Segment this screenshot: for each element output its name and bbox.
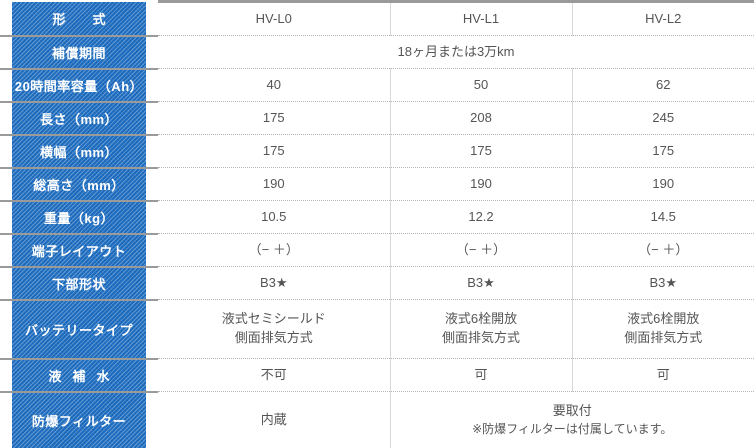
cell-capacity-l1: 50	[389, 68, 572, 102]
cell-length-l2: 245	[571, 101, 754, 135]
cell-height-l1: 190	[389, 167, 572, 201]
row-label-weight: 重量（kg）	[0, 199, 158, 234]
row-label-width: 横幅（mm）	[0, 133, 158, 168]
row-label-model: 形 式	[0, 1, 158, 36]
table-row: 長さ（mm） 175 208 245	[0, 100, 754, 135]
row-label-water-refill: 液補水	[0, 357, 158, 392]
table-row: バッテリータイプ 液式セミシールド 側面排気方式 液式6栓開放 側面排気方式 液…	[0, 298, 754, 359]
row-label-warranty-period: 補償期間	[0, 34, 158, 69]
table-row: 補償期間 18ヶ月または3万km	[0, 34, 754, 69]
cell-battery-type-l2: 液式6栓開放 側面排気方式	[571, 299, 754, 359]
row-label-bottom-shape: 下部形状	[0, 265, 158, 300]
cell-text-line: 液式セミシールド	[221, 311, 326, 327]
cell-bottom-shape-l1: B3★	[389, 266, 572, 300]
cell-length-l0: 175	[158, 101, 390, 135]
cell-height-l0: 190	[158, 167, 390, 201]
row-label-battery-type: バッテリータイプ	[0, 298, 158, 359]
row-label-capacity-20h: 20時間率容量（Ah）	[0, 67, 158, 102]
cell-model-l1: HV-L1	[389, 0, 572, 36]
cell-filter-l0: 内蔵	[158, 391, 390, 448]
cell-refill-l2: 可	[571, 358, 754, 392]
table-row: 重量（kg） 10.5 12.2 14.5	[0, 199, 754, 234]
cell-width-l1: 175	[389, 134, 572, 168]
cell-capacity-l2: 62	[571, 68, 754, 102]
cell-warranty-period-all: 18ヶ月または3万km	[158, 35, 754, 69]
cell-filter-l1-l2: 要取付 ※防爆フィルターは付属しています。	[389, 391, 754, 448]
cell-model-l2: HV-L2	[571, 0, 754, 36]
cell-refill-l0: 不可	[158, 358, 390, 392]
row-label-terminal-layout: 端子レイアウト	[0, 232, 158, 267]
cell-text-line: 側面排気方式	[234, 330, 313, 346]
table-row: 20時間率容量（Ah） 40 50 62	[0, 67, 754, 102]
cell-height-l2: 190	[571, 167, 754, 201]
table-row: 形 式 HV-L0 HV-L1 HV-L2	[0, 0, 754, 36]
cell-weight-l1: 12.2	[389, 200, 572, 234]
cell-text-line: 側面排気方式	[624, 330, 703, 346]
row-label-explosion-proof-filter: 防爆フィルター	[0, 390, 158, 448]
cell-terminal-l0: （− ＋）	[158, 233, 390, 267]
row-label-total-height: 総高さ（mm）	[0, 166, 158, 201]
table-row: 防爆フィルター 内蔵 要取付 ※防爆フィルターは付属しています。	[0, 390, 754, 448]
cell-bottom-shape-l2: B3★	[571, 266, 754, 300]
cell-battery-type-l0: 液式セミシールド 側面排気方式	[158, 299, 390, 359]
cell-text-line: 液式6栓開放	[627, 311, 700, 327]
cell-model-l0: HV-L0	[158, 0, 390, 36]
table-row: 総高さ（mm） 190 190 190	[0, 166, 754, 201]
cell-length-l1: 208	[389, 101, 572, 135]
cell-text-line: 要取付	[552, 402, 592, 418]
cell-width-l0: 175	[158, 134, 390, 168]
cell-capacity-l0: 40	[158, 68, 390, 102]
cell-bottom-shape-l0: B3★	[158, 266, 390, 300]
cell-weight-l2: 14.5	[571, 200, 754, 234]
cell-note-line: ※防爆フィルターは付属しています。	[472, 421, 673, 436]
cell-terminal-l2: （− ＋）	[571, 233, 754, 267]
cell-battery-type-l1: 液式6栓開放 側面排気方式	[389, 299, 572, 359]
row-label-length: 長さ（mm）	[0, 100, 158, 135]
cell-weight-l0: 10.5	[158, 200, 390, 234]
table-row: 端子レイアウト （− ＋） （− ＋） （− ＋）	[0, 232, 754, 267]
cell-refill-l1: 可	[389, 358, 572, 392]
table-row: 横幅（mm） 175 175 175	[0, 133, 754, 168]
table-row: 下部形状 B3★ B3★ B3★	[0, 265, 754, 300]
cell-width-l2: 175	[571, 134, 754, 168]
cell-text-line: 液式6栓開放	[444, 311, 518, 327]
cell-text-line: 側面排気方式	[441, 330, 520, 346]
table-row: 液補水 不可 可 可	[0, 357, 754, 392]
cell-terminal-l1: （− ＋）	[389, 233, 572, 267]
